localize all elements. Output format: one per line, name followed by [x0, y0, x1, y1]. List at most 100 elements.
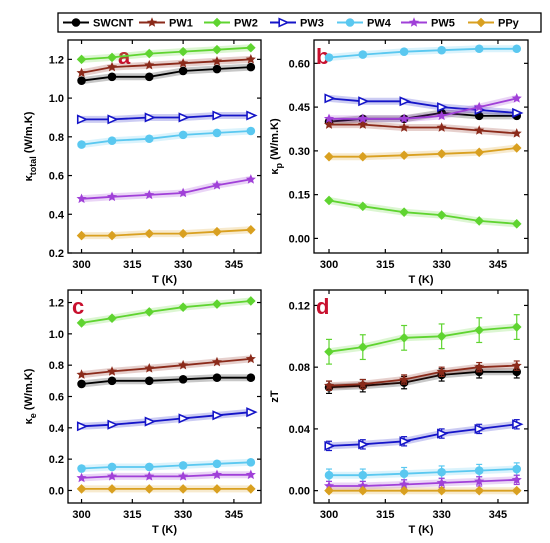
- panel-b-point-pw3: [358, 96, 370, 107]
- panel-c-point-pw1: [106, 366, 118, 376]
- panel-b-line-pw1: [329, 123, 517, 135]
- panel-d-series-pw2: [324, 314, 522, 365]
- panel-a-line-pw4: [81, 130, 251, 146]
- panel-d-point-pw3: [324, 440, 336, 451]
- panel-a-point-ppy: [144, 228, 155, 239]
- panel-d-point-ppy: [474, 485, 484, 496]
- panel-a-point-pw3: [76, 114, 89, 125]
- panel-b-point-pw2: [399, 207, 409, 217]
- panel-b-point-pw4: [358, 50, 368, 59]
- panel-a-point-pw2: [144, 48, 155, 59]
- panel-c-point-pw4: [178, 461, 188, 470]
- panel-d: 300 315 330 345 0.00 0.04 0.08 0.12 T (K) zT d: [269, 289, 529, 536]
- panel-b-series-pw4: [324, 44, 522, 62]
- legend: SWCNT PW1 PW2 PW3 PW4 PW5 PPy: [57, 12, 542, 33]
- panel-b-point-pw1: [323, 119, 335, 129]
- panel-c-point-pw2: [178, 302, 188, 313]
- panel-c-point-ppy: [212, 484, 222, 494]
- panel-b-point-pw2: [436, 210, 447, 220]
- panel-b-point-pw2: [324, 195, 334, 206]
- panel-a-point-swcnt: [212, 64, 222, 74]
- panel-c-series-pw5: [76, 469, 256, 483]
- panel-c-xtick-label: 300: [72, 509, 90, 521]
- panel-a-line-swcnt: [81, 66, 251, 82]
- panel-d-xtick-label: 330: [432, 509, 450, 521]
- panel-c: 300 315 330 345 0.0 0.2 0.4 0.6 0.8 1.0 1.2 T (K) κe…: [23, 289, 262, 536]
- panel-a-xtick-label: 300: [72, 259, 90, 271]
- panel-c-point-pw5: [144, 471, 155, 481]
- panel-a-xlabel: T (K): [152, 274, 177, 286]
- panel-b-point-pw1: [474, 125, 485, 135]
- panel-d-xtick-label: 300: [320, 509, 338, 521]
- panel-b: 300 315 330 345 0.00 0.15 0.30 0.45 0.60 T (K) κp …: [269, 39, 529, 286]
- panel-a-point-pw4: [77, 140, 86, 149]
- panel-b-point-pw1: [357, 119, 368, 129]
- panel-d-point-pw5: [511, 474, 522, 485]
- panel-d-point-pw1: [474, 361, 485, 372]
- panel-a-point-pw2: [246, 42, 256, 53]
- panel-b-line-pw2: [328, 199, 517, 225]
- panel-c-ytick-label: 0.4: [49, 423, 65, 435]
- panel-c-point-pw4: [77, 464, 86, 473]
- panel-c-point-ppy: [76, 484, 87, 494]
- panel-d-xtick-label: 315: [376, 509, 394, 521]
- panel-a-series-pw5: [76, 174, 256, 204]
- panel-c-xtick-label: 315: [123, 509, 141, 521]
- panel-c-point-pw1: [245, 353, 256, 364]
- panel-d-point-ppy: [436, 485, 447, 496]
- panel-d-point-pw5: [474, 476, 485, 486]
- panel-c-point-pw4: [144, 462, 154, 472]
- panel-a-point-pw1: [144, 59, 155, 70]
- panel-d-point-pw4: [324, 470, 334, 480]
- panel-d-ytick-label: 0.00: [289, 486, 310, 498]
- panel-b-letter: b: [316, 44, 329, 69]
- panel-d-point-ppy: [324, 485, 334, 496]
- panel-a-line-pw1: [81, 58, 251, 74]
- panel-b-point-pw2: [358, 201, 368, 212]
- panel-a-series-pw1: [76, 54, 256, 78]
- panel-a-frame: [67, 39, 262, 254]
- panel-a-point-pw1: [245, 54, 256, 64]
- panel-c-line-pw5: [81, 473, 251, 479]
- panel-a-point-swcnt: [246, 62, 256, 72]
- panel-b-line-pw4: [328, 47, 517, 59]
- panel-d-line-pw2: [328, 326, 517, 353]
- panel-d-point-pw2: [511, 322, 522, 332]
- panel-c-ytick-label: 1.2: [49, 298, 64, 310]
- panel-a-point-pw3: [178, 112, 190, 123]
- panel-b-frame: [313, 39, 529, 254]
- panels: 300 315 330 345 0.2 0.4 0.6 0.8 1.0 1.2 T (K) κtota…: [23, 39, 529, 536]
- panel-a-ytick-label: 1.0: [49, 93, 64, 105]
- panel-a-xtick-label: 315: [123, 259, 141, 271]
- panel-d-point-pw2: [474, 325, 484, 335]
- panel-a-ytick-label: 1.2: [49, 54, 64, 66]
- panel-a-point-pw1: [76, 67, 87, 78]
- panel-a: 300 315 330 345 0.2 0.4 0.6 0.8 1.0 1.2 T (K) κtota…: [23, 39, 262, 286]
- panel-b-point-ppy: [399, 150, 409, 161]
- panel-c-point-swcnt: [77, 379, 86, 389]
- panel-d-point-pw2: [399, 333, 409, 343]
- panel-c-point-ppy: [107, 484, 117, 494]
- legend-marker-pw4: [345, 18, 355, 27]
- panel-c-point-pw2: [107, 313, 117, 323]
- panel-a-ytick-label: 0.8: [49, 132, 64, 144]
- panel-c-xtick-label: 330: [174, 509, 192, 521]
- panel-c-point-pw5: [245, 469, 256, 480]
- panel-b-xtick-label: 330: [432, 259, 450, 271]
- panel-d-point-pw3: [399, 436, 411, 447]
- panel-d-point-pw1: [511, 360, 522, 370]
- panel-d-ytick-label: 0.08: [289, 362, 310, 374]
- panel-a-point-pw2: [107, 52, 117, 63]
- panel-a-xtick-label: 345: [225, 259, 243, 271]
- panel-d-line-swcnt: [328, 370, 517, 389]
- panel-b-xtick-label: 315: [376, 259, 394, 271]
- panel-d-series-ppy: [324, 485, 522, 496]
- panel-a-point-pw4: [246, 126, 256, 136]
- panel-d-line-pw3: [328, 423, 517, 447]
- panel-d-series-pw4: [324, 462, 522, 482]
- panel-a-point-swcnt: [178, 66, 188, 76]
- panel-a-point-swcnt: [144, 72, 154, 82]
- panel-c-point-ppy: [178, 484, 188, 494]
